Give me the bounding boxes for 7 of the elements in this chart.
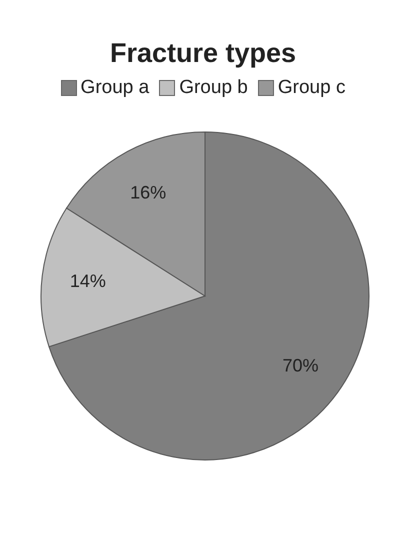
data-label: 16%: [130, 182, 166, 203]
legend-label: Group b: [179, 77, 248, 99]
legend-label: Group c: [278, 77, 346, 99]
legend-label: Group a: [80, 77, 150, 99]
data-label: 70%: [282, 355, 319, 376]
chart-title: Fracture types: [108, 38, 298, 69]
data-label: 14%: [70, 271, 106, 292]
